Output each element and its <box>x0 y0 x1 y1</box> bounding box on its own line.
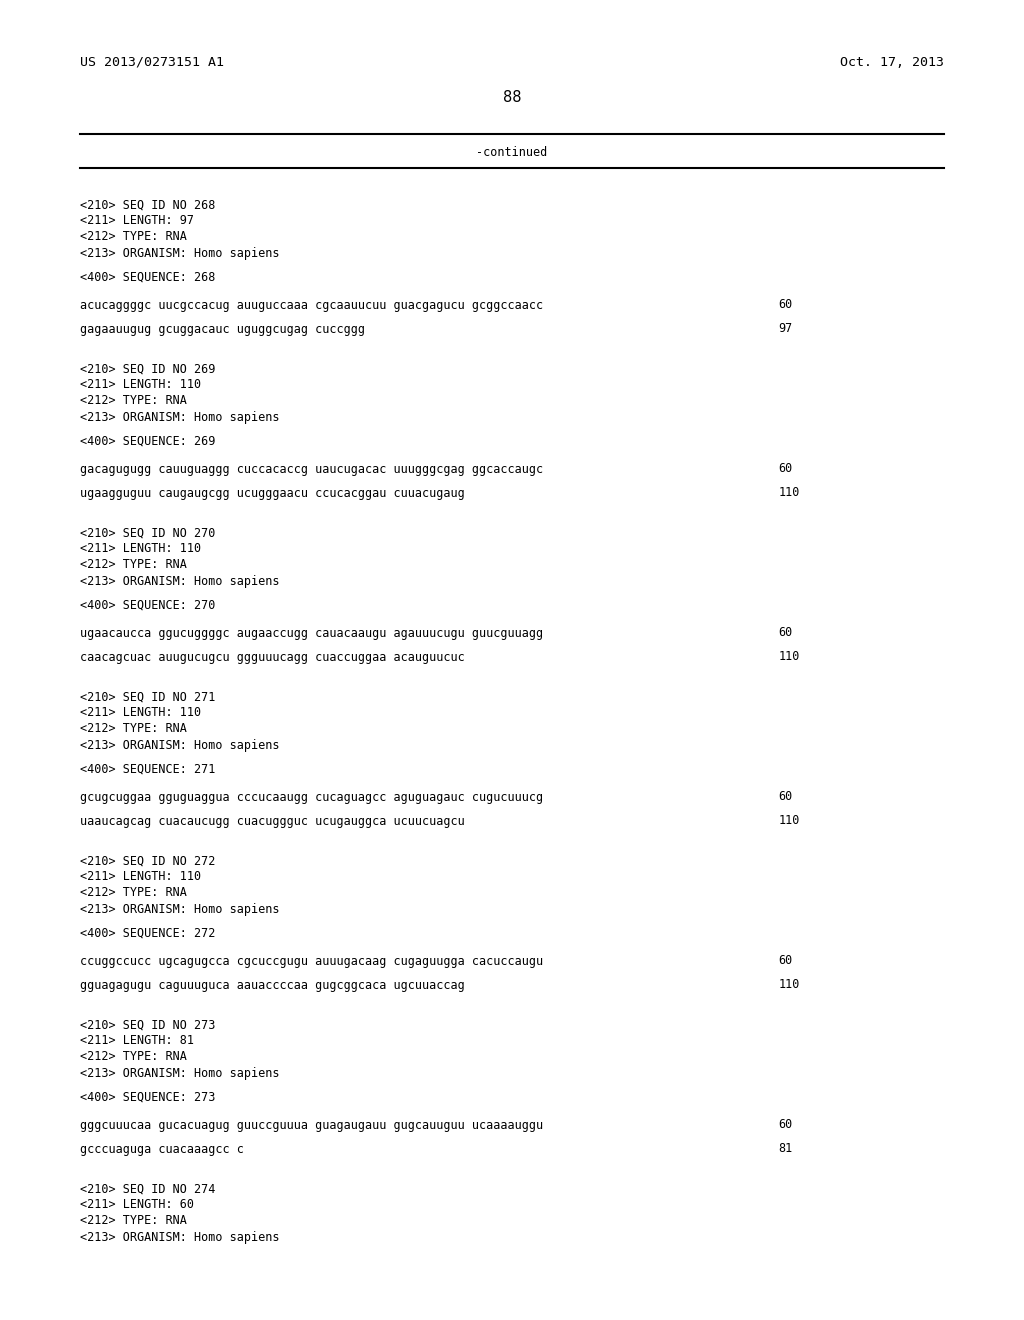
Text: <210> SEQ ID NO 274: <210> SEQ ID NO 274 <box>80 1183 215 1196</box>
Text: 60: 60 <box>778 462 793 475</box>
Text: <210> SEQ ID NO 273: <210> SEQ ID NO 273 <box>80 1019 215 1031</box>
Text: 60: 60 <box>778 627 793 639</box>
Text: <212> TYPE: RNA: <212> TYPE: RNA <box>80 1051 186 1064</box>
Text: 60: 60 <box>778 1118 793 1131</box>
Text: ugaagguguu caugaugcgg ucugggaacu ccucacggau cuuacugaug: ugaagguguu caugaugcgg ucugggaacu ccucacg… <box>80 487 465 499</box>
Text: 110: 110 <box>778 487 800 499</box>
Text: <211> LENGTH: 97: <211> LENGTH: 97 <box>80 214 194 227</box>
Text: <212> TYPE: RNA: <212> TYPE: RNA <box>80 395 186 408</box>
Text: gacagugugg cauuguaggg cuccacaccg uaucugacac uuugggcgag ggcaccaugc: gacagugugg cauuguaggg cuccacaccg uaucuga… <box>80 462 543 475</box>
Text: gagaauugug gcuggacauc uguggcugag cuccggg: gagaauugug gcuggacauc uguggcugag cuccggg <box>80 322 365 335</box>
Text: <400> SEQUENCE: 271: <400> SEQUENCE: 271 <box>80 763 215 776</box>
Text: <210> SEQ ID NO 268: <210> SEQ ID NO 268 <box>80 198 215 211</box>
Text: <213> ORGANISM: Homo sapiens: <213> ORGANISM: Homo sapiens <box>80 738 280 751</box>
Text: <400> SEQUENCE: 270: <400> SEQUENCE: 270 <box>80 598 215 611</box>
Text: Oct. 17, 2013: Oct. 17, 2013 <box>840 55 944 69</box>
Text: 110: 110 <box>778 814 800 828</box>
Text: 60: 60 <box>778 298 793 312</box>
Text: gcccuaguga cuacaaagcc c: gcccuaguga cuacaaagcc c <box>80 1143 244 1155</box>
Text: <212> TYPE: RNA: <212> TYPE: RNA <box>80 558 186 572</box>
Text: <213> ORGANISM: Homo sapiens: <213> ORGANISM: Homo sapiens <box>80 903 280 916</box>
Text: <210> SEQ ID NO 269: <210> SEQ ID NO 269 <box>80 363 215 375</box>
Text: caacagcuac auugucugcu ggguuucagg cuaccuggaa acauguucuc: caacagcuac auugucugcu ggguuucagg cuaccug… <box>80 651 465 664</box>
Text: <212> TYPE: RNA: <212> TYPE: RNA <box>80 722 186 735</box>
Text: <211> LENGTH: 110: <211> LENGTH: 110 <box>80 870 201 883</box>
Text: <211> LENGTH: 110: <211> LENGTH: 110 <box>80 379 201 392</box>
Text: 110: 110 <box>778 978 800 991</box>
Text: <212> TYPE: RNA: <212> TYPE: RNA <box>80 887 186 899</box>
Text: <213> ORGANISM: Homo sapiens: <213> ORGANISM: Homo sapiens <box>80 411 280 424</box>
Text: <213> ORGANISM: Homo sapiens: <213> ORGANISM: Homo sapiens <box>80 1230 280 1243</box>
Text: <210> SEQ ID NO 270: <210> SEQ ID NO 270 <box>80 527 215 540</box>
Text: 97: 97 <box>778 322 793 335</box>
Text: <400> SEQUENCE: 269: <400> SEQUENCE: 269 <box>80 434 215 447</box>
Text: 81: 81 <box>778 1143 793 1155</box>
Text: <400> SEQUENCE: 268: <400> SEQUENCE: 268 <box>80 271 215 284</box>
Text: <211> LENGTH: 110: <211> LENGTH: 110 <box>80 543 201 556</box>
Text: -continued: -continued <box>476 145 548 158</box>
Text: acucaggggc uucgccacug auuguccaaa cgcaauucuu guacgagucu gcggccaacc: acucaggggc uucgccacug auuguccaaa cgcaauu… <box>80 298 543 312</box>
Text: <213> ORGANISM: Homo sapiens: <213> ORGANISM: Homo sapiens <box>80 574 280 587</box>
Text: gguagagugu caguuuguca aauaccccaa gugcggcaca ugcuuaccag: gguagagugu caguuuguca aauaccccaa gugcggc… <box>80 978 465 991</box>
Text: gggcuuucaa gucacuagug guuccguuua guagaugauu gugcauuguu ucaaaauggu: gggcuuucaa gucacuagug guuccguuua guagaug… <box>80 1118 543 1131</box>
Text: uaaucagcag cuacaucugg cuacuggguc ucugauggca ucuucuagcu: uaaucagcag cuacaucugg cuacuggguc ucugaug… <box>80 814 465 828</box>
Text: ugaacaucca ggucuggggc augaaccugg cauacaaugu agauuucugu guucguuagg: ugaacaucca ggucuggggc augaaccugg cauacaa… <box>80 627 543 639</box>
Text: 60: 60 <box>778 791 793 804</box>
Text: <210> SEQ ID NO 271: <210> SEQ ID NO 271 <box>80 690 215 704</box>
Text: <211> LENGTH: 110: <211> LENGTH: 110 <box>80 706 201 719</box>
Text: <400> SEQUENCE: 273: <400> SEQUENCE: 273 <box>80 1090 215 1104</box>
Text: ccuggccucc ugcagugcca cgcuccgugu auuugacaag cugaguugga cacuccaugu: ccuggccucc ugcagugcca cgcuccgugu auuugac… <box>80 954 543 968</box>
Text: <213> ORGANISM: Homo sapiens: <213> ORGANISM: Homo sapiens <box>80 247 280 260</box>
Text: <213> ORGANISM: Homo sapiens: <213> ORGANISM: Homo sapiens <box>80 1067 280 1080</box>
Text: <211> LENGTH: 60: <211> LENGTH: 60 <box>80 1199 194 1212</box>
Text: 60: 60 <box>778 954 793 968</box>
Text: <212> TYPE: RNA: <212> TYPE: RNA <box>80 231 186 243</box>
Text: <211> LENGTH: 81: <211> LENGTH: 81 <box>80 1035 194 1048</box>
Text: <212> TYPE: RNA: <212> TYPE: RNA <box>80 1214 186 1228</box>
Text: US 2013/0273151 A1: US 2013/0273151 A1 <box>80 55 224 69</box>
Text: 88: 88 <box>503 90 521 104</box>
Text: <210> SEQ ID NO 272: <210> SEQ ID NO 272 <box>80 854 215 867</box>
Text: <400> SEQUENCE: 272: <400> SEQUENCE: 272 <box>80 927 215 940</box>
Text: 110: 110 <box>778 651 800 664</box>
Text: gcugcuggaa gguguaggua cccucaaugg cucaguagcc aguguagauc cugucuuucg: gcugcuggaa gguguaggua cccucaaugg cucagua… <box>80 791 543 804</box>
